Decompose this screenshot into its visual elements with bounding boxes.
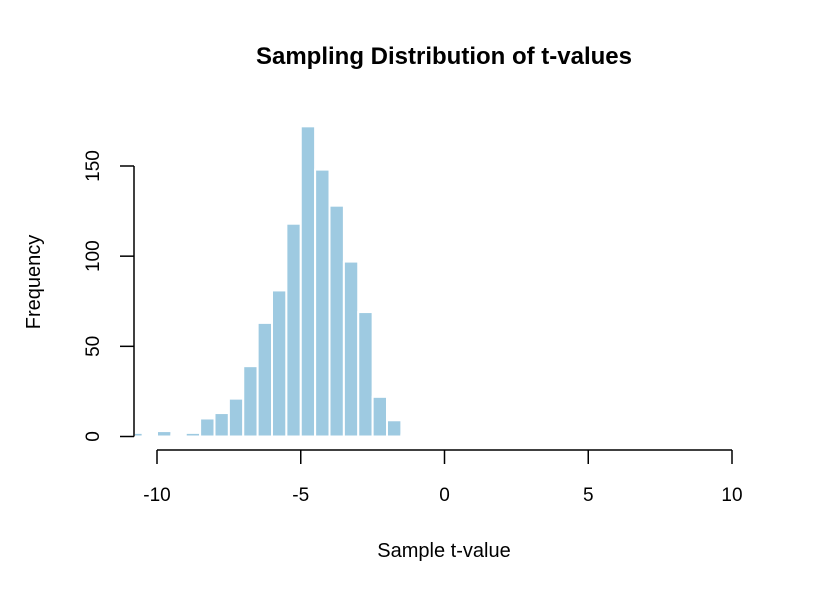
histogram-bar (371, 395, 388, 438)
histogram-bar (133, 431, 144, 438)
x-tick-label: 0 (439, 485, 450, 506)
histogram-bar (429, 433, 446, 438)
histogram-bar (156, 430, 173, 438)
x-axis: -10 -5 0 5 10 (143, 449, 743, 506)
histogram-bar (314, 168, 331, 438)
y-tick-label: 100 (83, 240, 104, 272)
x-tick-label: 5 (583, 485, 594, 506)
histogram-bar (199, 417, 216, 438)
histogram-bar (357, 311, 374, 438)
chart-title: Sampling Distribution of t-values (256, 43, 632, 70)
histogram-bar (271, 289, 288, 438)
histogram-bar (184, 431, 202, 438)
x-tick-label: -10 (143, 485, 170, 506)
y-axis-label: Frequency (23, 235, 45, 330)
y-tick-label: 150 (83, 150, 104, 182)
histogram-bar (242, 365, 259, 438)
histogram-bar (213, 412, 230, 438)
histogram-bar (299, 125, 317, 438)
histogram-bar (414, 433, 432, 438)
histogram-bar (285, 222, 302, 438)
histogram-bar (170, 433, 187, 438)
histogram-bars (133, 125, 446, 438)
x-tick-label: 10 (721, 485, 742, 506)
x-tick-label: -5 (292, 485, 309, 506)
histogram-bar (400, 433, 417, 438)
histogram-bar (386, 419, 403, 438)
y-tick-label: 50 (83, 336, 104, 357)
histogram-bar (342, 260, 360, 438)
histogram-bar (328, 204, 345, 438)
x-axis-label: Sample t-value (377, 540, 510, 562)
histogram-bar (256, 321, 273, 438)
histogram-bar (227, 397, 245, 438)
y-axis: 0 50 100 150 (83, 150, 135, 442)
y-tick-label: 0 (83, 431, 104, 442)
